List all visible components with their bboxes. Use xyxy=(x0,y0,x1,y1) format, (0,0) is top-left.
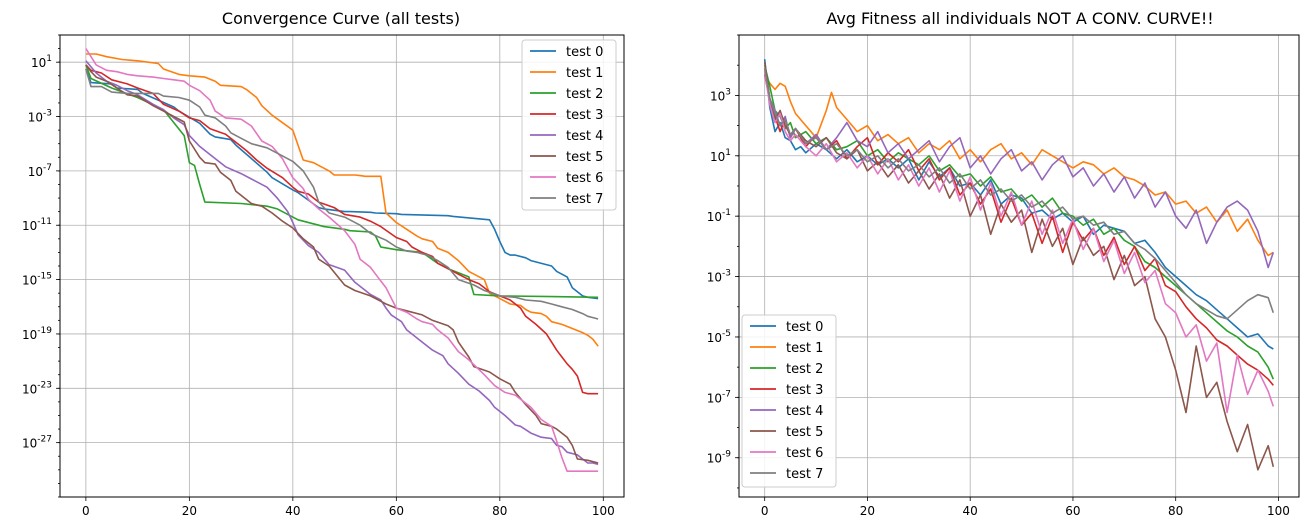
y-tick-label: 10-1 xyxy=(707,208,731,224)
legend-frame xyxy=(741,314,837,488)
series-line-test-5 xyxy=(85,64,599,464)
y-tick-label: 10-23 xyxy=(22,380,52,396)
legend-label: test 7 xyxy=(786,467,823,482)
left-chart-title: Convergence Curve (all tests) xyxy=(222,9,460,28)
legend-label: test 7 xyxy=(566,192,603,207)
x-tick-label: 40 xyxy=(285,504,300,518)
x-tick-label: 20 xyxy=(182,504,197,518)
series-line-test-3 xyxy=(85,64,599,395)
y-tick-label: 10-7 xyxy=(707,389,731,405)
legend-label: test 2 xyxy=(566,87,603,102)
series-line-test-5 xyxy=(763,62,1275,471)
x-tick-label: 0 xyxy=(761,504,769,518)
plot-area xyxy=(738,34,1300,498)
x-tick-label: 0 xyxy=(82,504,90,518)
series-line-test-7 xyxy=(763,68,1275,320)
y-tick-label: 10-9 xyxy=(707,450,732,466)
legend-frame xyxy=(521,39,617,211)
x-tick-label: 100 xyxy=(1267,504,1290,518)
series-line-test-6 xyxy=(763,71,1275,414)
legend-label: test 6 xyxy=(786,446,823,461)
legend-label: test 6 xyxy=(566,171,603,186)
y-tick-label: 10-7 xyxy=(28,163,52,179)
x-tick-label: 80 xyxy=(1168,504,1183,518)
series-line-test-0 xyxy=(763,59,1274,350)
legend-label: test 5 xyxy=(566,150,603,165)
legend-label: test 5 xyxy=(786,425,823,440)
y-tick-label: 10-19 xyxy=(22,326,52,342)
series-line-test-4 xyxy=(763,68,1275,269)
legend-label: test 0 xyxy=(786,320,823,335)
y-tick-label: 10-5 xyxy=(707,329,731,345)
y-tick-label: 10-3 xyxy=(707,269,731,285)
series-line-test-2 xyxy=(85,64,599,299)
x-tick-label: 40 xyxy=(963,504,978,518)
legend: test 0 test 1 test 2 test 3 test 4 test 5 test… xyxy=(741,314,837,488)
series-line-test-7 xyxy=(85,68,599,320)
y-tick-label: 101 xyxy=(710,148,731,164)
y-tick-label: 101 xyxy=(31,54,52,70)
series-line-test-1 xyxy=(764,73,1274,257)
right-chart-title: Avg Fitness all individuals NOT A CONV. … xyxy=(826,9,1213,28)
legend-label: test 3 xyxy=(566,108,603,123)
plot-area xyxy=(59,34,625,498)
x-tick-label: 20 xyxy=(860,504,875,518)
x-tick-label: 60 xyxy=(389,504,404,518)
x-tick-label: 100 xyxy=(592,504,615,518)
right-chart-panel: Avg Fitness all individuals NOT A CONV. … xyxy=(707,9,1300,518)
series-line-test-4 xyxy=(85,60,599,466)
x-tick-label: 60 xyxy=(1065,504,1080,518)
legend-label: test 4 xyxy=(566,129,603,144)
y-tick-label: 10-3 xyxy=(28,109,52,125)
legend-label: test 0 xyxy=(566,45,603,60)
legend-label: test 1 xyxy=(566,66,603,81)
y-tick-label: 10-27 xyxy=(22,435,52,451)
y-tick-label: 103 xyxy=(710,87,731,103)
legend: test 0 test 1 test 2 test 3 test 4 test 5 test… xyxy=(521,39,617,211)
legend-label: test 2 xyxy=(786,362,823,377)
series-line-test-1 xyxy=(85,53,599,347)
x-tick-label: 80 xyxy=(492,504,507,518)
y-tick-label: 10-11 xyxy=(22,217,52,233)
left-chart-panel: Convergence Curve (all tests) 0 20 40 60 80 1… xyxy=(22,9,625,518)
y-tick-label: 10-15 xyxy=(22,272,52,288)
series-line-test-3 xyxy=(763,74,1274,386)
legend-label: test 1 xyxy=(786,341,823,356)
series-line-test-6 xyxy=(85,48,599,473)
legend-label: test 3 xyxy=(786,383,823,398)
legend-label: test 4 xyxy=(786,404,823,419)
